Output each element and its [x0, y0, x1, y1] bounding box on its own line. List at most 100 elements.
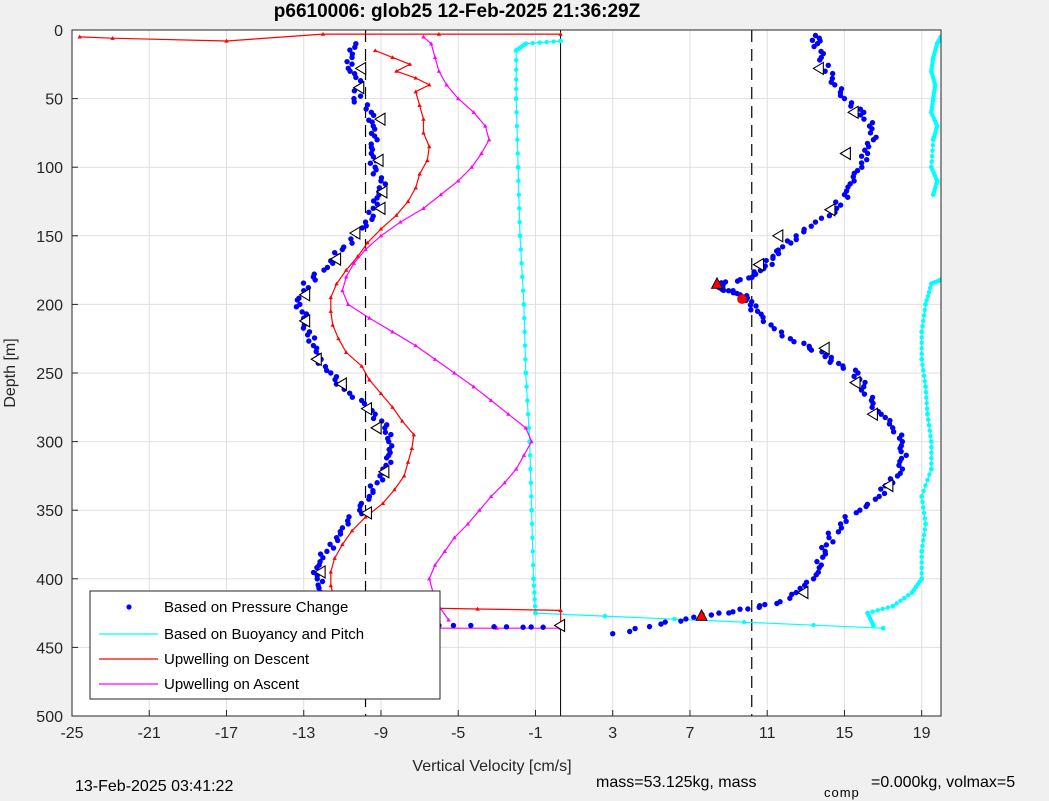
data-point — [386, 438, 392, 445]
data-point — [922, 516, 927, 521]
data-marker — [351, 261, 357, 265]
data-point — [332, 249, 338, 256]
data-point — [330, 260, 336, 266]
data-point — [382, 181, 389, 187]
y-tick-label: 0 — [54, 23, 63, 40]
data-point — [920, 324, 925, 329]
direction-arrow — [373, 112, 386, 127]
data-marker — [452, 535, 457, 540]
data-point — [847, 181, 853, 187]
data-marker — [392, 487, 397, 492]
data-point — [314, 576, 320, 582]
data-point — [905, 593, 911, 598]
data-point — [930, 148, 935, 153]
footer-mass: mass=53.125kg, mass — [596, 774, 757, 791]
data-point — [310, 569, 317, 576]
data-point — [838, 86, 845, 92]
data-point — [745, 606, 751, 612]
data-marker — [421, 34, 426, 39]
data-point — [518, 247, 523, 252]
data-marker — [398, 219, 403, 224]
data-point — [524, 384, 529, 389]
data-point — [923, 521, 928, 527]
data-point — [809, 37, 816, 44]
series-line — [535, 612, 884, 629]
data-point — [530, 549, 535, 554]
data-point — [646, 623, 653, 630]
data-point — [928, 439, 934, 444]
data-point — [921, 538, 926, 543]
data-marker — [432, 562, 438, 567]
data-point — [311, 335, 318, 341]
data-point — [367, 483, 374, 489]
special-marker-triangle — [695, 608, 708, 621]
data-point — [316, 585, 322, 591]
data-point — [503, 624, 510, 630]
chart-title: p6610006: glob25 12-Feb-2025 21:36:29Z — [274, 1, 641, 22]
data-point — [826, 213, 833, 219]
data-point — [806, 343, 812, 349]
data-point — [812, 32, 819, 39]
data-point — [533, 610, 538, 616]
x-tick-label: 19 — [913, 725, 931, 742]
data-marker — [446, 617, 451, 622]
legend-box — [89, 590, 441, 700]
data-point — [924, 395, 929, 400]
data-point — [347, 68, 353, 74]
x-tick-label: -5 — [451, 725, 465, 742]
data-point — [814, 558, 820, 565]
data-point — [515, 151, 520, 156]
direction-arrow — [377, 464, 390, 479]
data-point — [811, 622, 816, 628]
data-point — [890, 425, 896, 431]
data-point — [938, 277, 941, 283]
data-point — [803, 579, 810, 585]
data-marker — [409, 446, 415, 451]
data-point — [808, 223, 814, 229]
direction-arrow — [818, 341, 830, 356]
data-point — [862, 147, 868, 153]
data-marker — [334, 281, 339, 286]
data-marker — [328, 295, 333, 300]
data-point — [658, 621, 664, 627]
data-point — [716, 610, 722, 616]
data-point — [730, 609, 736, 615]
data-point — [919, 548, 925, 554]
data-point — [903, 452, 909, 459]
data-point — [357, 93, 364, 99]
data-point — [898, 455, 905, 462]
data-marker — [359, 363, 364, 368]
data-point — [858, 153, 865, 159]
data-point — [924, 298, 929, 303]
x-tick-label: -25 — [60, 725, 83, 742]
data-point — [870, 609, 875, 614]
data-point — [857, 507, 863, 513]
data-point — [530, 40, 535, 46]
data-point — [353, 74, 359, 81]
data-point — [531, 583, 537, 588]
data-point — [926, 417, 931, 422]
direction-arrow — [866, 407, 878, 422]
data-point — [921, 505, 926, 510]
data-point — [513, 67, 519, 72]
data-point — [352, 44, 358, 50]
data-point — [450, 622, 457, 629]
data-marker — [436, 68, 442, 73]
data-point — [377, 473, 383, 479]
data-marker — [523, 425, 529, 430]
data-point — [324, 548, 330, 555]
data-point — [551, 39, 556, 44]
data-marker — [469, 165, 474, 169]
data-point — [558, 38, 563, 44]
direction-arrow — [375, 184, 388, 199]
data-marker — [558, 31, 563, 36]
footer-comp-subscript: comp — [824, 785, 860, 800]
data-marker — [394, 68, 399, 73]
data-point — [529, 507, 535, 513]
data-point — [880, 625, 886, 631]
data-point — [319, 578, 326, 585]
data-point — [751, 269, 757, 275]
data-point — [923, 483, 928, 488]
data-marker — [529, 439, 534, 444]
data-point — [514, 110, 519, 115]
